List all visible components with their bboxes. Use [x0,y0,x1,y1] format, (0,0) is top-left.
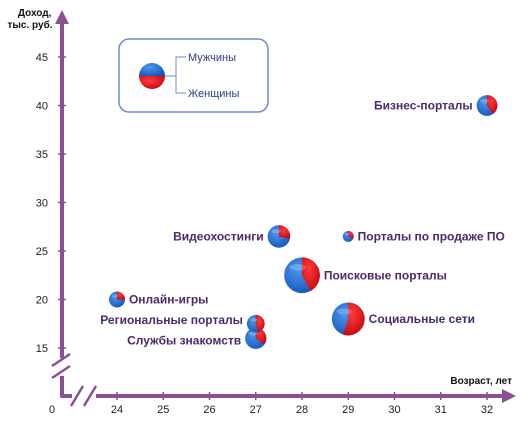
bubble-women-slice [117,291,125,300]
bubble-label: Службы знакомств [127,333,241,347]
x-tick-label: 29 [342,404,354,416]
legend-item-women: Женщины [188,88,239,100]
origin-label: 0 [49,404,55,416]
bubble-label: Видеохостинги [173,229,263,243]
y-tick-label: 40 [36,101,48,113]
bubble [109,291,125,308]
bubble-label: Поисковые порталы [324,268,447,282]
bubble-highlight [249,318,258,322]
x-axis-break [69,385,98,407]
bubble-highlight [270,229,282,234]
y-tick-label: 20 [36,295,48,307]
legend-pie-icon [139,63,165,89]
bubble-women-slice [278,225,291,239]
y-tick-label: 15 [36,343,48,355]
bubble-label: Бизнес-порталы [374,99,473,113]
axes [60,16,510,398]
bubble-highlight [344,233,350,235]
legend-connector [165,56,186,94]
bubble [267,225,291,248]
y-tick-label: 45 [36,52,48,64]
x-axis-title: Возраст, лет [450,376,512,387]
bubble-highlight [289,264,306,271]
bubbles: Поисковые порталы Социальные сети Видеохос… [100,95,505,349]
y-tick-label: 25 [36,246,48,258]
y-tick-label: 30 [36,198,48,210]
y-tick-label: 35 [36,149,48,161]
x-tick-label: 24 [111,404,123,416]
bubble-label: Региональные порталы [100,313,243,327]
bubble [476,95,498,116]
bubble-highlight [111,294,119,298]
bubble [331,302,365,336]
legend-box [118,38,269,113]
x-tick-label: 31 [435,404,447,416]
bubble [246,314,265,333]
ticks: 24 25 26 27 28 29 30 31 32 15 20 25 30 35 40 45 [36,52,493,416]
bubble-label: Порталы по продаже ПО [358,229,505,243]
x-tick-label: 32 [481,404,493,416]
bubble-label: Онлайн-игры [129,293,208,307]
bubble-women-slice [343,302,365,336]
bubble [342,231,354,242]
y-axis-title: Доход, тыс. руб. [7,8,54,31]
x-tick-label: 27 [250,404,262,416]
x-tick-label: 26 [203,404,215,416]
legend-item-men: Мужчины [188,52,236,64]
legend: Мужчины Женщины [118,38,269,113]
y-axis-arrow [55,10,69,24]
x-tick-label: 25 [157,404,169,416]
bubble-women-slice [348,231,354,239]
x-tick-label: 30 [388,404,400,416]
bubble-women-slice [302,257,320,291]
x-axis-arrow [502,389,516,403]
bubble-women-slice [487,95,498,114]
bubble [284,257,320,294]
y-axis-break [51,352,72,380]
x-tick-label: 28 [296,404,308,416]
bubble-label: Социальные сети [369,312,475,326]
bubble-highlight [479,98,490,103]
bubble-women-slice [255,314,265,333]
bubble-highlight [336,308,352,315]
